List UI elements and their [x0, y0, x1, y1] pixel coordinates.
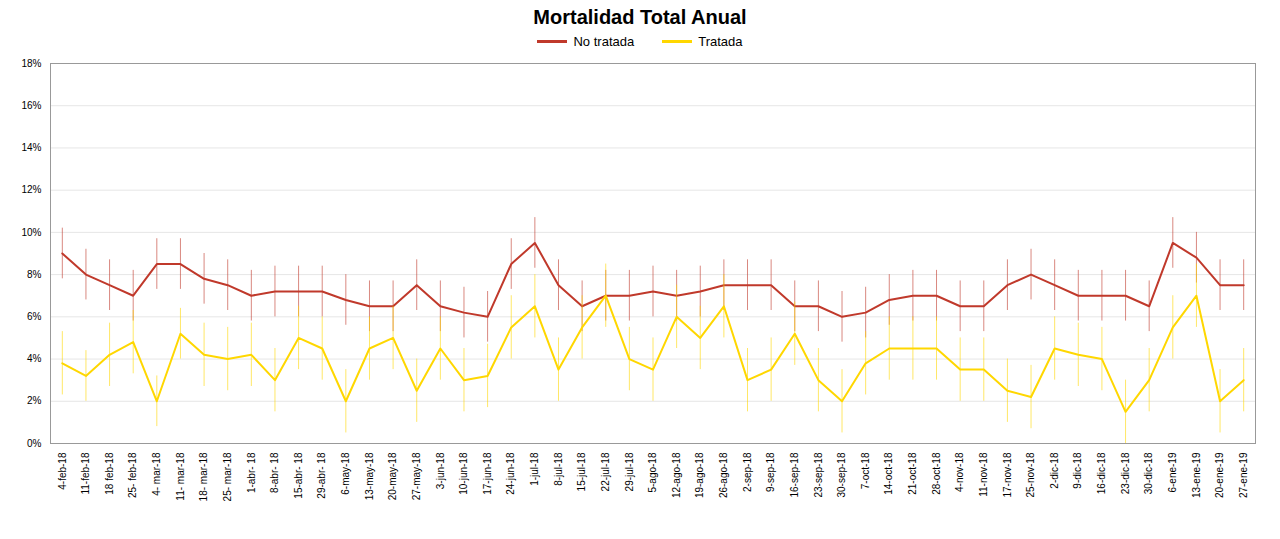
svg-text:11- mar-18: 11- mar-18	[175, 452, 186, 501]
html-text:No tratada: No tratada	[573, 33, 635, 49]
svg-text:25- feb-18: 25- feb-18	[127, 452, 138, 498]
svg-text:5-ago-18: 5-ago-18	[647, 452, 658, 492]
svg-text:27-may-18: 27-may-18	[411, 452, 422, 500]
svg-text:9-dic-18: 9-dic-18	[1072, 452, 1083, 489]
svg-text:28-oct-18: 28-oct-18	[931, 452, 942, 495]
svg-text:20-may-18: 20-may-18	[387, 452, 398, 500]
svg-text:21-oct-18: 21-oct-18	[907, 452, 918, 495]
svg-text:18- mar-18: 18- mar-18	[198, 452, 209, 501]
svg-text:3-jun-18: 3-jun-18	[435, 452, 446, 489]
svg-text:4-nov-18: 4-nov-18	[954, 452, 965, 492]
svg-text:19-ago-18: 19-ago-18	[694, 452, 705, 498]
svg-text:17-nov-18: 17-nov-18	[1002, 452, 1013, 497]
svg-text:20-ene-19: 20-ene-19	[1214, 452, 1225, 498]
svg-text:4- mar-18: 4- mar-18	[151, 452, 162, 496]
svg-text:16%: 16%	[21, 100, 41, 111]
svg-text:24-jun-18: 24-jun-18	[505, 452, 516, 495]
svg-text:1-jul-18: 1-jul-18	[529, 452, 540, 486]
svg-text:10-jun-18: 10-jun-18	[458, 452, 469, 495]
svg-text:10%: 10%	[21, 227, 41, 238]
svg-text:23-dic-18: 23-dic-18	[1120, 452, 1131, 494]
svg-text:8-abr- 18: 8-abr- 18	[269, 452, 280, 493]
svg-text:8-jul-18: 8-jul-18	[553, 452, 564, 486]
svg-text:30-dic-18: 30-dic-18	[1143, 452, 1154, 494]
svg-text:15-abr- 18: 15-abr- 18	[293, 452, 304, 499]
svg-text:6-ene-19: 6-ene-19	[1167, 452, 1178, 492]
svg-text:11-nov-18: 11-nov-18	[978, 452, 989, 497]
svg-text:13-ene-19: 13-ene-19	[1191, 452, 1202, 498]
svg-text:2-sep-18: 2-sep-18	[742, 452, 753, 492]
svg-text:2%: 2%	[27, 395, 42, 406]
svg-text:8%: 8%	[27, 269, 42, 280]
svg-text:27-ene-19: 27-ene-19	[1238, 452, 1249, 498]
svg-text:16-dic-18: 16-dic-18	[1096, 452, 1107, 494]
svg-text:29-jul-18: 29-jul-18	[624, 452, 635, 491]
svg-text:9-sep-18: 9-sep-18	[765, 452, 776, 492]
svg-text:11-feb-18: 11-feb-18	[80, 452, 91, 495]
svg-text:18 feb-18: 18 feb-18	[104, 452, 115, 495]
svg-text:2-dic-18: 2-dic-18	[1049, 452, 1060, 489]
svg-text:4-feb-18: 4-feb-18	[57, 452, 68, 490]
svg-text:6%: 6%	[27, 311, 42, 322]
svg-text:7-oct-18: 7-oct-18	[860, 452, 871, 489]
svg-text:12-ago-18: 12-ago-18	[671, 452, 682, 498]
svg-text:30-sep-18: 30-sep-18	[836, 452, 847, 497]
svg-text:18%: 18%	[21, 58, 41, 69]
svg-text:23-sep-18: 23-sep-18	[813, 452, 824, 497]
svg-text:22-jul-18: 22-jul-18	[600, 452, 611, 491]
svg-text:6-may-18: 6-may-18	[340, 452, 351, 495]
svg-text:25-nov-18: 25-nov-18	[1025, 452, 1036, 497]
svg-text:14%: 14%	[21, 142, 41, 153]
svg-text:25- mar-18: 25- mar-18	[222, 452, 233, 501]
html-text:Tratada: Tratada	[698, 33, 743, 49]
svg-text:0%: 0%	[27, 438, 42, 449]
svg-text:16-sep-18: 16-sep-18	[789, 452, 800, 497]
svg-text:12%: 12%	[21, 184, 41, 195]
svg-text:29-abr- 18: 29-abr- 18	[316, 452, 327, 499]
svg-text:13-may-18: 13-may-18	[364, 452, 375, 500]
html-text:Mortalidad Total Anual: Mortalidad Total Anual	[533, 6, 747, 28]
svg-text:1-abr- 18: 1-abr- 18	[246, 452, 257, 493]
svg-text:26-ago-18: 26-ago-18	[718, 452, 729, 498]
svg-text:14-oct-18: 14-oct-18	[883, 452, 894, 495]
svg-text:17-jun-18: 17-jun-18	[482, 452, 493, 495]
svg-text:4%: 4%	[27, 353, 42, 364]
svg-text:15-jul-18: 15-jul-18	[576, 452, 587, 491]
